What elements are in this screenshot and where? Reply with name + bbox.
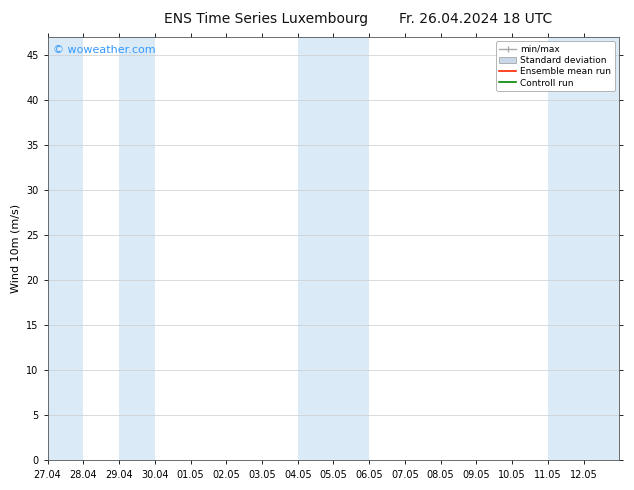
Bar	[119, 37, 155, 461]
Text: © woweather.com: © woweather.com	[53, 45, 156, 55]
Text: ENS Time Series Luxembourg: ENS Time Series Luxembourg	[164, 12, 368, 26]
Bar	[298, 37, 369, 461]
Text: Fr. 26.04.2024 18 UTC: Fr. 26.04.2024 18 UTC	[399, 12, 552, 26]
Bar	[548, 37, 619, 461]
Y-axis label: Wind 10m (m/s): Wind 10m (m/s)	[11, 204, 20, 293]
Legend: min/max, Standard deviation, Ensemble mean run, Controll run: min/max, Standard deviation, Ensemble me…	[496, 41, 615, 91]
Bar	[48, 37, 83, 461]
